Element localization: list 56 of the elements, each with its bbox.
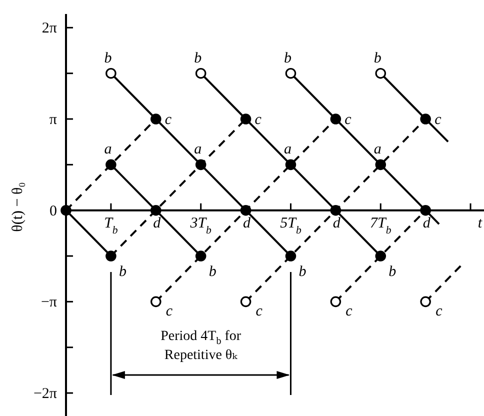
annotation: Period 4T$_{b}$ for Repetitive θₖ (160, 328, 242, 365)
annotation: c (436, 304, 443, 320)
x-tick-label: 7T$_{b}$ (370, 215, 392, 236)
annotation: b (374, 50, 382, 66)
point (106, 159, 116, 170)
x-tick-label: 3T$_{b}$ (189, 215, 212, 236)
annotation: a (374, 142, 382, 158)
point (106, 68, 116, 79)
annotation: c (434, 112, 442, 128)
point (420, 114, 431, 124)
point (375, 159, 386, 170)
x-axis-title: t (478, 215, 483, 232)
point (240, 114, 252, 124)
annotation: d (243, 215, 252, 232)
annotation: b (104, 50, 112, 66)
annotation: c (254, 112, 262, 128)
annotation: b (284, 50, 292, 66)
point (150, 114, 162, 124)
x-tick-label: T$_{b}$ (104, 215, 118, 236)
point (106, 250, 116, 262)
y-axis-title: θ(t) − θ₀ (10, 182, 26, 232)
point (240, 296, 252, 308)
point (375, 68, 386, 79)
point (330, 296, 342, 308)
annotation: b (298, 264, 307, 280)
y-tick-label: 2π (42, 20, 58, 37)
point (330, 114, 342, 124)
point (375, 250, 386, 262)
annotation: a (194, 142, 202, 158)
annotation: c (166, 304, 173, 320)
annotation: c (164, 112, 172, 128)
y-tick-label: π (49, 112, 58, 128)
annotation: d (422, 215, 431, 232)
y-tick-label: −π (40, 294, 58, 311)
annotation: a (284, 142, 292, 158)
annotation: c (346, 304, 353, 320)
point (285, 250, 296, 262)
point (420, 296, 431, 308)
y-tick-label: 0 (50, 203, 57, 220)
annotation: b (388, 264, 397, 280)
annotation: c (256, 304, 263, 320)
point (285, 159, 296, 170)
point (285, 68, 296, 79)
point (195, 250, 206, 262)
x-tick-label: 5T$_{b}$ (280, 215, 302, 236)
annotation: d (332, 215, 341, 232)
point (195, 159, 206, 170)
point (195, 68, 206, 79)
annotation: b (208, 264, 217, 280)
annotation: c (344, 112, 352, 128)
y-tick-label: −2π (33, 386, 58, 402)
annotation: a (104, 142, 112, 158)
point (150, 296, 162, 308)
annotation: d (153, 215, 162, 232)
annotation: b (194, 50, 202, 66)
annotation: b (118, 264, 127, 280)
